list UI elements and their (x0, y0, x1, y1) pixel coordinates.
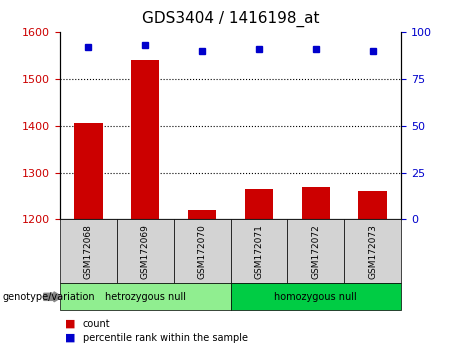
Text: GDS3404 / 1416198_at: GDS3404 / 1416198_at (142, 11, 319, 27)
Bar (287, 219, 344, 283)
Text: ■: ■ (65, 319, 75, 329)
Bar (188, 210, 216, 219)
Bar (60, 283, 230, 310)
Bar (358, 191, 387, 219)
Bar (344, 219, 401, 283)
Text: GSM172068: GSM172068 (84, 224, 93, 279)
Text: GSM172073: GSM172073 (368, 224, 377, 279)
Bar (174, 219, 230, 283)
Text: homozygous null: homozygous null (274, 292, 357, 302)
Bar (60, 219, 117, 283)
Bar (131, 60, 160, 219)
Text: ■: ■ (65, 333, 75, 343)
Text: GSM172069: GSM172069 (141, 224, 150, 279)
Bar (230, 283, 401, 310)
Bar (74, 123, 102, 219)
Bar (245, 189, 273, 219)
Text: percentile rank within the sample: percentile rank within the sample (83, 333, 248, 343)
FancyArrow shape (44, 292, 62, 302)
Text: count: count (83, 319, 111, 329)
Text: hetrozygous null: hetrozygous null (105, 292, 186, 302)
Text: genotype/variation: genotype/variation (2, 292, 95, 302)
Bar (117, 219, 174, 283)
Text: GSM172070: GSM172070 (198, 224, 207, 279)
Text: GSM172072: GSM172072 (311, 224, 320, 279)
Text: GSM172071: GSM172071 (254, 224, 263, 279)
Bar (230, 219, 287, 283)
Bar (301, 187, 330, 219)
